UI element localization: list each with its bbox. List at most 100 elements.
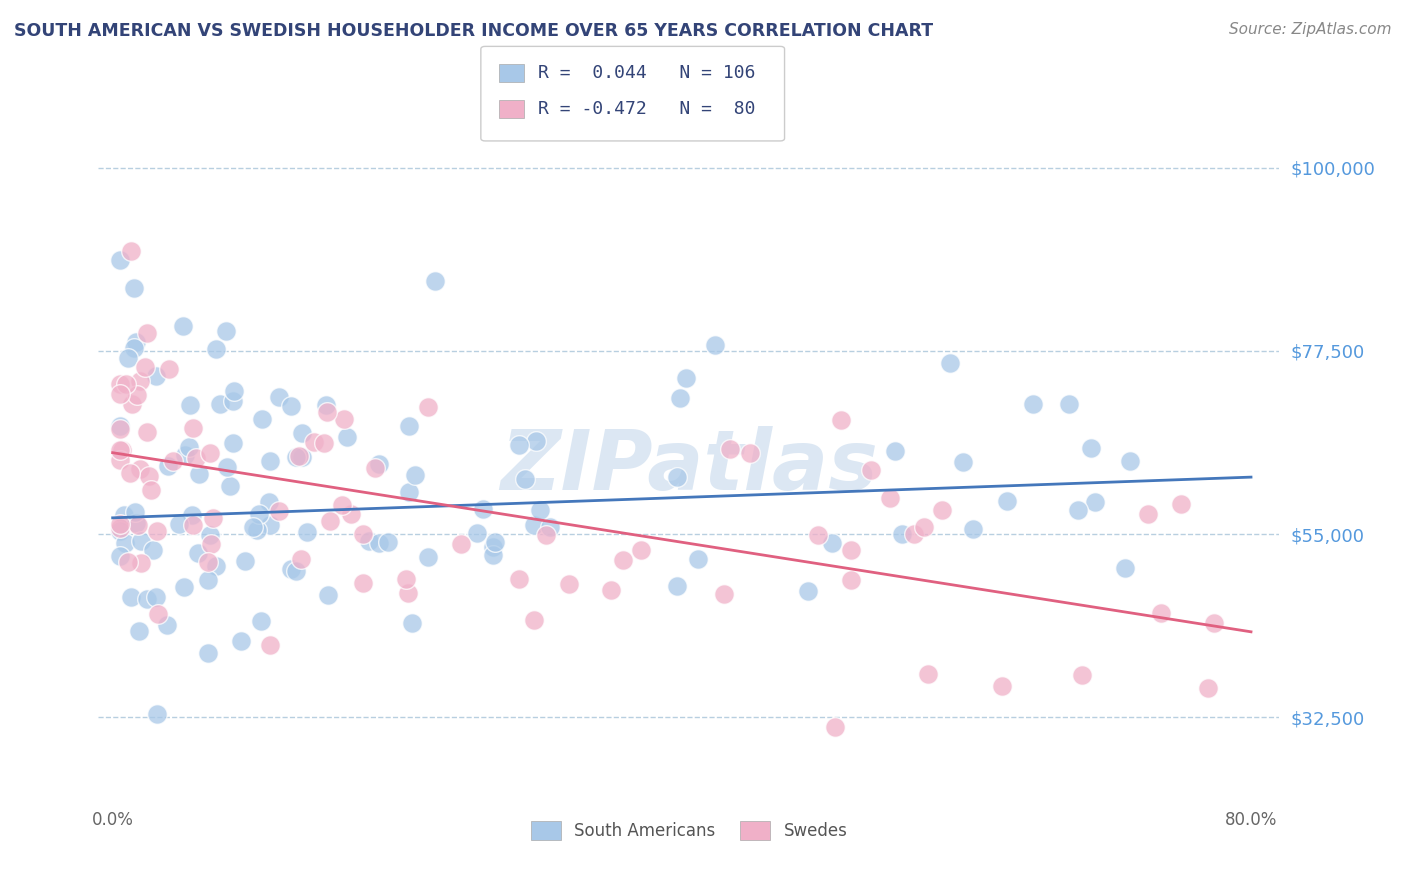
- Point: [280, 561, 302, 575]
- Point: [259, 638, 281, 652]
- Point: [738, 445, 761, 459]
- Point: [120, 466, 142, 480]
- Point: [172, 318, 194, 333]
- Point: [471, 501, 494, 516]
- Point: [398, 485, 420, 500]
- Point: [312, 436, 335, 450]
- Point: [465, 526, 488, 541]
- Point: [250, 614, 273, 628]
- Point: [259, 454, 281, 468]
- Point: [1202, 616, 1225, 631]
- Point: [222, 393, 245, 408]
- Point: [395, 573, 418, 587]
- Point: [336, 430, 359, 444]
- Point: [259, 495, 281, 509]
- Point: [290, 551, 312, 566]
- Point: [108, 376, 131, 391]
- Point: [159, 362, 181, 376]
- Point: [188, 467, 211, 481]
- Point: [890, 527, 912, 541]
- Text: Source: ZipAtlas.com: Source: ZipAtlas.com: [1229, 22, 1392, 37]
- Point: [204, 559, 226, 574]
- Point: [187, 546, 209, 560]
- Point: [917, 667, 939, 681]
- Point: [167, 516, 190, 531]
- Point: [1057, 396, 1080, 410]
- Point: [111, 442, 134, 457]
- Point: [145, 524, 167, 539]
- Point: [117, 555, 139, 569]
- Point: [884, 444, 907, 458]
- Point: [364, 461, 387, 475]
- Point: [931, 503, 953, 517]
- Point: [482, 541, 505, 555]
- Point: [197, 555, 219, 569]
- Point: [115, 376, 138, 391]
- Point: [218, 479, 240, 493]
- Point: [108, 418, 131, 433]
- Point: [938, 356, 960, 370]
- Point: [352, 527, 374, 541]
- Point: [713, 586, 735, 600]
- Point: [125, 388, 148, 402]
- Point: [173, 448, 195, 462]
- Point: [879, 491, 901, 505]
- Text: SOUTH AMERICAN VS SWEDISH HOUSEHOLDER INCOME OVER 65 YEARS CORRELATION CHART: SOUTH AMERICAN VS SWEDISH HOUSEHOLDER IN…: [14, 22, 934, 40]
- Point: [208, 397, 231, 411]
- Point: [995, 494, 1018, 508]
- Point: [120, 244, 142, 259]
- Point: [675, 371, 697, 385]
- Point: [197, 573, 219, 587]
- Text: ZIPatlas: ZIPatlas: [501, 426, 877, 508]
- Point: [155, 617, 177, 632]
- Point: [280, 399, 302, 413]
- Point: [125, 335, 148, 350]
- Point: [339, 508, 361, 522]
- Point: [120, 591, 142, 605]
- Point: [179, 440, 201, 454]
- Point: [112, 508, 135, 522]
- Point: [666, 470, 689, 484]
- Point: [1080, 441, 1102, 455]
- Point: [291, 450, 314, 464]
- Point: [108, 252, 131, 267]
- Point: [129, 556, 152, 570]
- Point: [269, 390, 291, 404]
- Point: [127, 518, 149, 533]
- Point: [1197, 681, 1219, 695]
- Point: [686, 551, 709, 566]
- Point: [117, 351, 139, 366]
- Point: [156, 459, 179, 474]
- Point: [669, 391, 692, 405]
- Point: [824, 720, 846, 734]
- Point: [136, 425, 159, 440]
- Point: [912, 520, 935, 534]
- Point: [1067, 503, 1090, 517]
- Text: R = -0.472   N =  80: R = -0.472 N = 80: [538, 100, 756, 118]
- Point: [200, 537, 222, 551]
- Point: [242, 520, 264, 534]
- Point: [720, 442, 742, 456]
- Point: [285, 564, 308, 578]
- Point: [108, 422, 131, 436]
- Point: [224, 384, 246, 398]
- Point: [284, 450, 307, 465]
- Point: [1119, 454, 1142, 468]
- Point: [217, 459, 239, 474]
- Point: [807, 527, 830, 541]
- Point: [146, 706, 169, 721]
- Point: [404, 468, 426, 483]
- Point: [859, 463, 882, 477]
- Point: [508, 438, 530, 452]
- Point: [952, 455, 974, 469]
- Point: [269, 504, 291, 518]
- Point: [401, 616, 423, 631]
- Point: [703, 337, 725, 351]
- Point: [245, 524, 267, 538]
- Point: [128, 624, 150, 638]
- Point: [359, 533, 381, 548]
- Point: [1071, 668, 1094, 682]
- Point: [215, 324, 238, 338]
- Point: [319, 514, 342, 528]
- Point: [125, 516, 148, 531]
